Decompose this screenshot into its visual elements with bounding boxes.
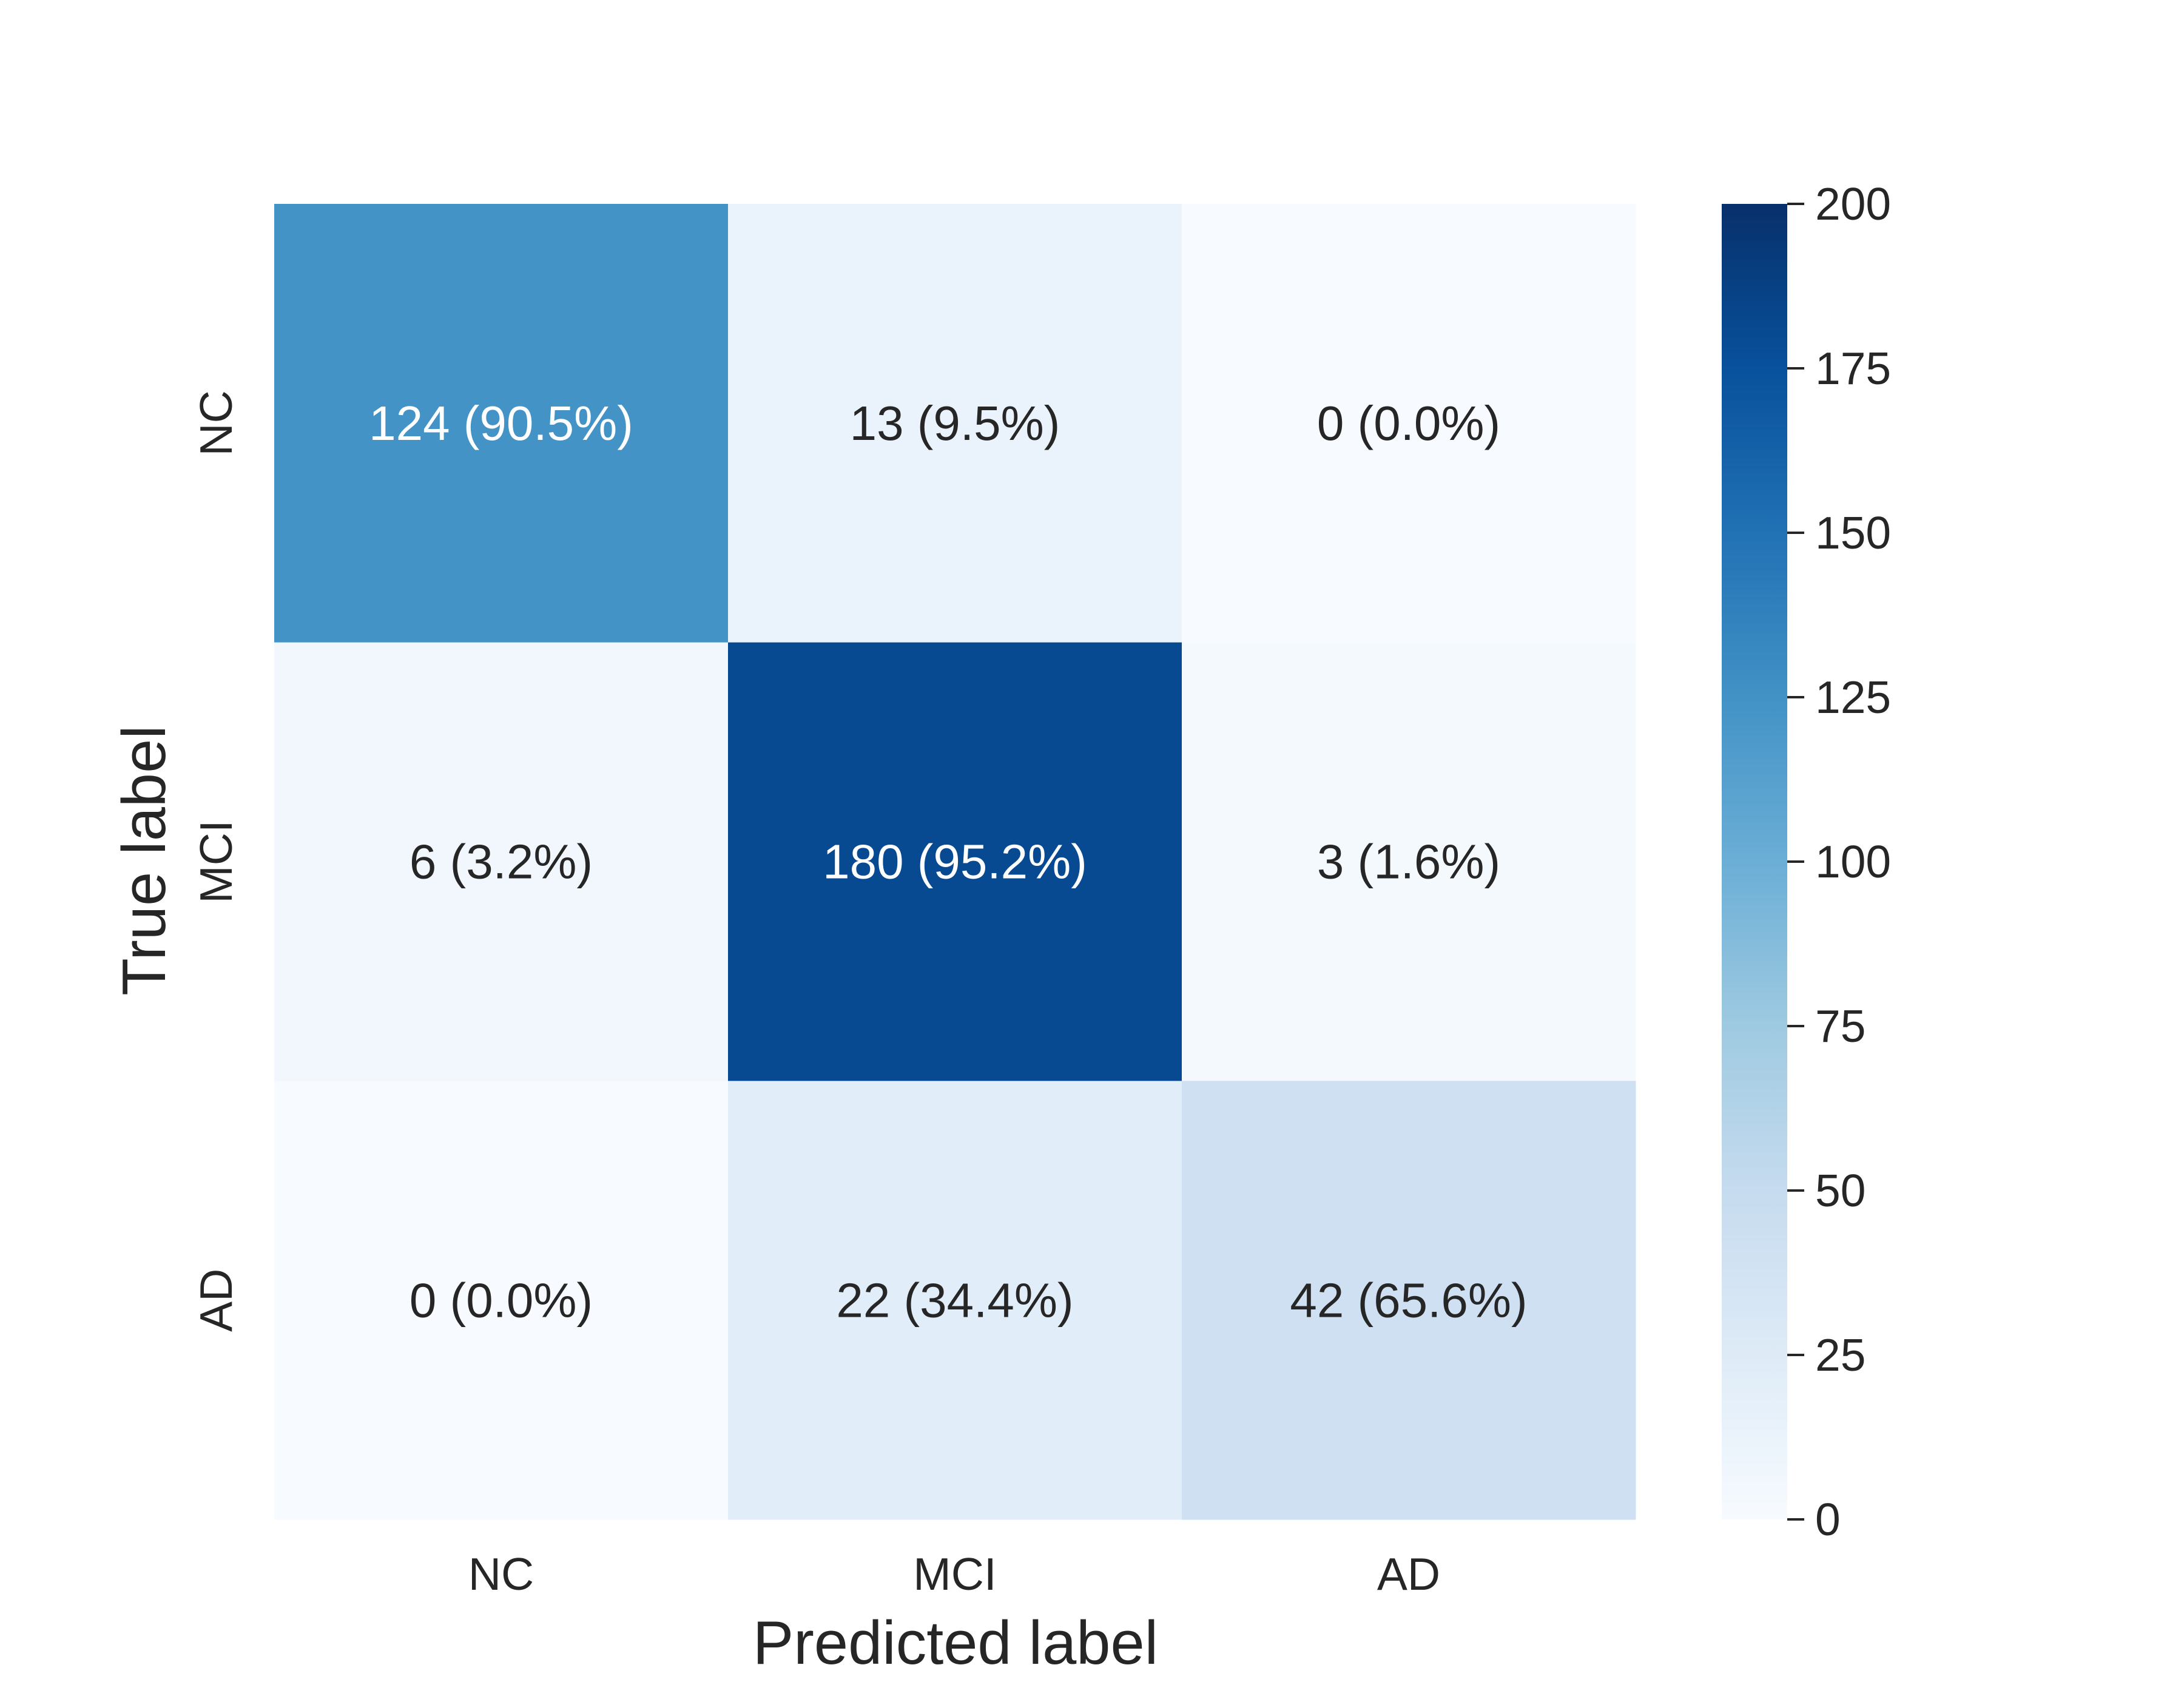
x-tick-label: AD	[1377, 1549, 1440, 1599]
heatmap-cell	[1182, 204, 1636, 643]
colorbar-tick-label: 200	[1815, 178, 1891, 229]
y-axis-label: True label	[110, 725, 178, 995]
heatmap-cell	[274, 204, 729, 643]
colorbar-tick-label: 25	[1815, 1329, 1866, 1380]
cell-annotation: 0 (0.0%)	[410, 1273, 593, 1327]
colorbar-tick-label: 75	[1815, 1001, 1866, 1052]
heatmap-cell	[728, 642, 1182, 1081]
cell-annotation: 0 (0.0%)	[1317, 396, 1500, 450]
heatmap-cell	[1182, 1081, 1636, 1520]
y-tick-label: NC	[190, 390, 241, 456]
heatmap-cell	[1182, 642, 1636, 1081]
heatmap-cell	[274, 642, 729, 1081]
colorbar-tick-label: 150	[1815, 507, 1891, 558]
y-tick-label: AD	[190, 1269, 241, 1332]
colorbar: 0 25 50 75 100 125 150 175 200	[1722, 178, 1891, 1545]
colorbar-tick-label: 100	[1815, 836, 1891, 887]
colorbar-tick-label: 50	[1815, 1165, 1866, 1216]
heatmap-cell	[274, 1081, 729, 1520]
colorbar-tick-label: 125	[1815, 672, 1891, 723]
cell-annotation: 124 (90.5%)	[369, 396, 633, 450]
y-tick-label: MCI	[190, 820, 241, 903]
x-tick-label: MCI	[913, 1549, 996, 1599]
colorbar-tick-label: 175	[1815, 343, 1891, 394]
cell-annotation: 42 (65.6%)	[1290, 1273, 1527, 1327]
colorbar-gradient	[1722, 204, 1787, 1519]
cell-annotation: 3 (1.6%)	[1317, 835, 1500, 889]
cell-annotation: 13 (9.5%)	[850, 396, 1060, 450]
x-axis-label: Predicted label	[753, 1609, 1158, 1677]
heatmap-cell	[728, 1081, 1182, 1520]
x-tick-label: NC	[468, 1549, 534, 1599]
x-axis-ticks: NC MCI AD	[468, 1549, 1440, 1599]
heatmap-grid: 124 (90.5%) 13 (9.5%) 0 (0.0%) 6 (3.2%) 180 …	[274, 204, 1636, 1520]
heatmap-cell	[728, 204, 1182, 643]
y-axis-ticks: NC MCI AD	[190, 390, 241, 1332]
cell-annotation: 22 (34.4%)	[836, 1273, 1073, 1327]
cell-annotation: 180 (95.2%)	[823, 835, 1087, 889]
cell-annotation: 6 (3.2%)	[410, 835, 593, 889]
colorbar-tick-label: 0	[1815, 1494, 1841, 1545]
